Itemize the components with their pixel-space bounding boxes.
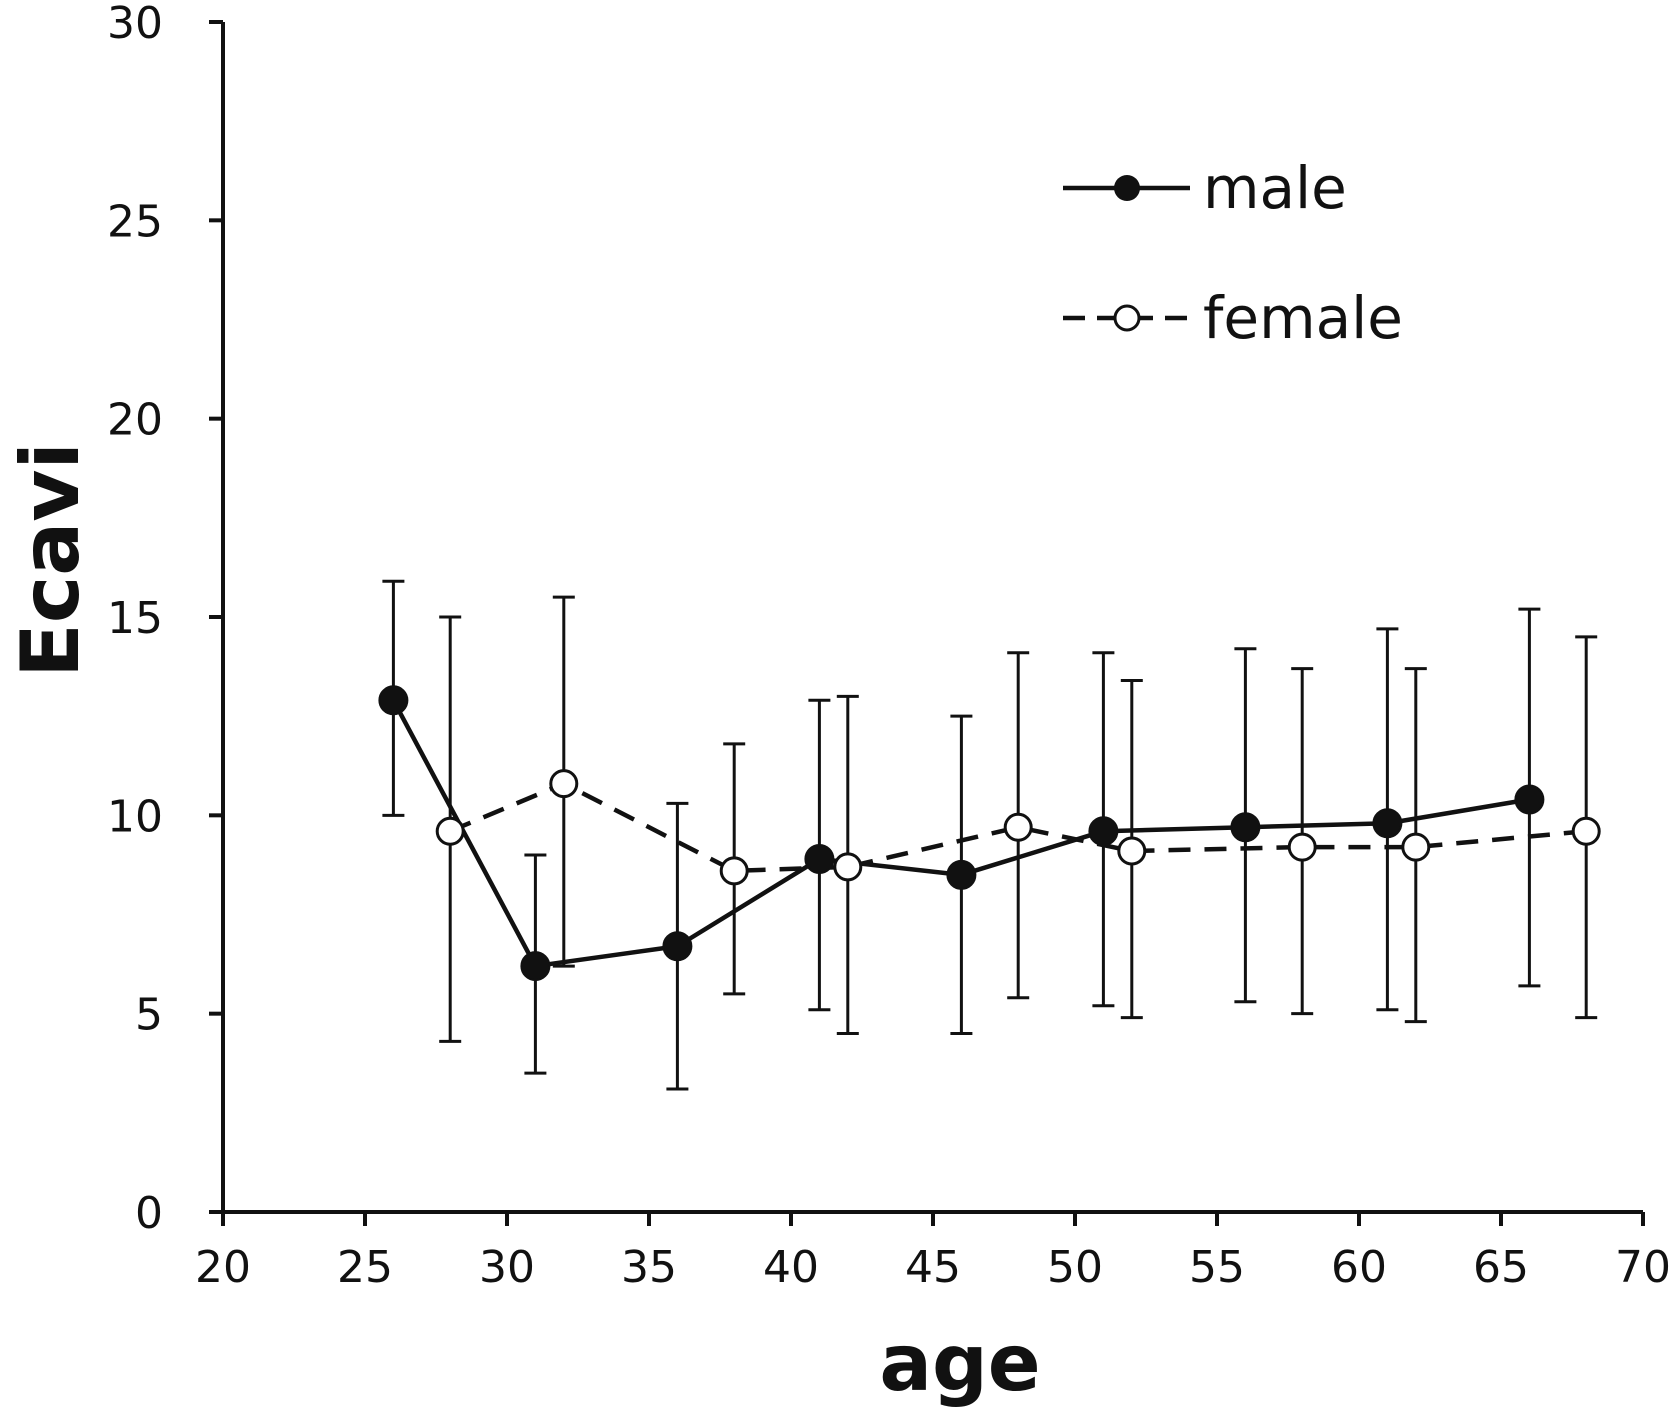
male-point (1088, 816, 1119, 847)
male-point (520, 951, 551, 982)
x-tick-label: 50 (1047, 1242, 1103, 1293)
y-tick-label: 25 (107, 196, 163, 247)
female-point (549, 769, 579, 799)
legend-female-marker (1113, 304, 1141, 332)
female-point (1003, 812, 1033, 842)
male-point (1230, 812, 1261, 843)
legend-male-marker (1114, 175, 1140, 201)
x-tick-label: 30 (479, 1242, 535, 1293)
legend-male-label: male (1203, 154, 1347, 222)
y-tick-label: 5 (135, 990, 163, 1041)
x-tick-label: 35 (621, 1242, 677, 1293)
x-tick-label: 25 (337, 1242, 393, 1293)
female-point (435, 816, 465, 846)
x-tick-label: 20 (195, 1242, 251, 1293)
x-tick-label: 45 (905, 1242, 961, 1293)
x-tick-label: 65 (1473, 1242, 1529, 1293)
x-tick-label: 60 (1331, 1242, 1387, 1293)
series-markers (378, 685, 1601, 982)
female-point (1571, 816, 1601, 846)
y-tick-label: 20 (107, 395, 163, 446)
x-tick-label: 70 (1615, 1242, 1671, 1293)
male-point (946, 859, 977, 890)
female-line (449, 781, 1587, 874)
female-point (1117, 836, 1147, 866)
x-tick-label: 40 (763, 1242, 819, 1293)
legend-female-label: female (1203, 284, 1403, 352)
female-point (1287, 832, 1317, 862)
y-tick-label: 0 (135, 1188, 163, 1239)
series-lines (391, 699, 1587, 969)
x-axis-title: age (879, 1319, 1040, 1409)
male-point (662, 931, 693, 962)
female-point (719, 856, 749, 886)
axes (221, 22, 1643, 1214)
y-axis-title: Ecavi (4, 442, 97, 678)
female-point (1401, 832, 1431, 862)
male-point (1514, 784, 1545, 815)
male-point (804, 843, 835, 874)
male-point (378, 685, 409, 716)
female-point (833, 852, 863, 882)
y-tick-label: 10 (107, 791, 163, 842)
ticks: 20 25 30 35 40 45 50 55 60 65 70 0 5 10 15 20 25 30 (107, 0, 1671, 1293)
legend: male female (1063, 154, 1403, 352)
x-tick-label: 55 (1189, 1242, 1245, 1293)
y-tick-label: 30 (107, 0, 163, 49)
y-tick-label: 15 (107, 593, 163, 644)
male-point (1372, 808, 1403, 839)
